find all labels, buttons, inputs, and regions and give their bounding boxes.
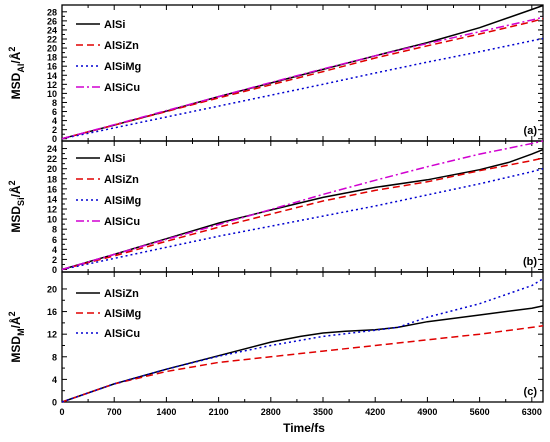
- x-tick-label: 1400: [156, 407, 176, 417]
- panel-frame: [61, 271, 544, 403]
- legend-label-alsicu: AlSiCu: [104, 82, 140, 94]
- y-tick-label: 16: [47, 307, 57, 317]
- y-tick-label: 22: [47, 35, 57, 45]
- panel-tag: (b): [523, 256, 537, 268]
- y-tick-label: 6: [52, 235, 57, 245]
- legend-label-alsimg: AlSiMg: [104, 308, 141, 320]
- y-tick-label: 0: [52, 398, 57, 408]
- panel-frame: [61, 4, 544, 142]
- y-tick-label: 12: [47, 205, 57, 215]
- x-tick-label: 5600: [470, 407, 490, 417]
- y-tick-label: 18: [47, 174, 57, 184]
- y-tick-label: 4: [52, 245, 57, 255]
- y-tick-label: 8: [52, 98, 57, 108]
- series-line-alsicu: [61, 278, 544, 403]
- y-tick-label: 16: [47, 62, 57, 72]
- series-line-alsizn: [61, 157, 544, 271]
- series-line-alsimg: [61, 167, 544, 271]
- panel-tag: (a): [524, 125, 538, 137]
- panel-a: 0246810121416182022242628AlSiAlSiZnAlSiM…: [7, 4, 544, 144]
- y-tick-label: 24: [47, 144, 57, 154]
- x-tick-label: 2800: [261, 407, 281, 417]
- series-line-alsicu: [61, 16, 544, 140]
- y-tick-label: 12: [47, 330, 57, 340]
- y-tick-label: 2: [52, 125, 57, 135]
- x-tick-label: 4900: [417, 407, 437, 417]
- panel-b: 024681012141618202224AlSiAlSiZnAlSiMgAlS…: [7, 140, 544, 275]
- series-line-alsizn: [61, 17, 544, 140]
- y-tick-label: 18: [47, 53, 57, 63]
- legend-label-alsimg: AlSiMg: [104, 195, 141, 207]
- series-line-alsizn: [61, 305, 544, 403]
- y-tick-label: 8: [52, 352, 57, 362]
- y-tick-label: 0: [52, 134, 57, 144]
- series-line-alsicu: [61, 140, 544, 271]
- x-tick-label: 700: [107, 407, 122, 417]
- x-tick-label: 3500: [313, 407, 333, 417]
- y-axis-title: MSDAl/Å2: [7, 47, 26, 100]
- y-tick-label: 2: [52, 255, 57, 265]
- y-tick-label: 14: [47, 194, 57, 204]
- y-tick-label: 4: [52, 116, 57, 126]
- legend-label-alsizn: AlSiZn: [104, 40, 139, 52]
- legend-label-alsicu: AlSiCu: [104, 328, 140, 340]
- y-axis-title: MSDSi/Å2: [7, 180, 26, 232]
- x-axis-title: Time/fs: [283, 421, 325, 435]
- y-tick-label: 24: [47, 25, 57, 35]
- y-tick-label: 10: [47, 89, 57, 99]
- legend-label-alsicu: AlSiCu: [104, 216, 140, 228]
- x-tick-label: 2100: [209, 407, 229, 417]
- y-tick-label: 22: [47, 154, 57, 164]
- y-tick-label: 12: [47, 80, 57, 90]
- x-tick-label: 6300: [522, 407, 542, 417]
- legend-label-alsizn: AlSiZn: [104, 288, 139, 300]
- y-tick-label: 10: [47, 215, 57, 225]
- x-tick-label: 0: [59, 407, 64, 417]
- series-line-alsimg: [61, 324, 544, 403]
- y-tick-label: 16: [47, 184, 57, 194]
- panel-c: 0 4 8 12 16 20 AlSiZn AlSiMg AlSiCu (c) MSDM/Å2: [7, 271, 544, 408]
- y-tick-label: 6: [52, 107, 57, 117]
- legend-label-alsizn: AlSiZn: [104, 174, 139, 186]
- y-tick-label: 28: [47, 7, 57, 17]
- y-axis-title: MSDM/Å2: [7, 311, 26, 362]
- y-tick-label: 0: [52, 265, 57, 275]
- y-tick-label: 14: [47, 71, 57, 81]
- legend-label-alsimg: AlSiMg: [104, 61, 141, 73]
- panel-tag: (c): [524, 386, 538, 398]
- legend-label-alsi: AlSi: [104, 153, 125, 165]
- y-tick-label: 20: [47, 164, 57, 174]
- y-tick-label: 4: [52, 375, 57, 385]
- y-tick-label: 20: [47, 44, 57, 54]
- series-line-alsi: [61, 148, 544, 271]
- series-line-alsimg: [61, 37, 544, 140]
- y-tick-label: 20: [47, 284, 57, 294]
- x-tick-label: 4200: [365, 407, 385, 417]
- legend-label-alsi: AlSi: [104, 19, 125, 31]
- y-tick-label: 8: [52, 225, 57, 235]
- y-tick-label: 26: [47, 16, 57, 26]
